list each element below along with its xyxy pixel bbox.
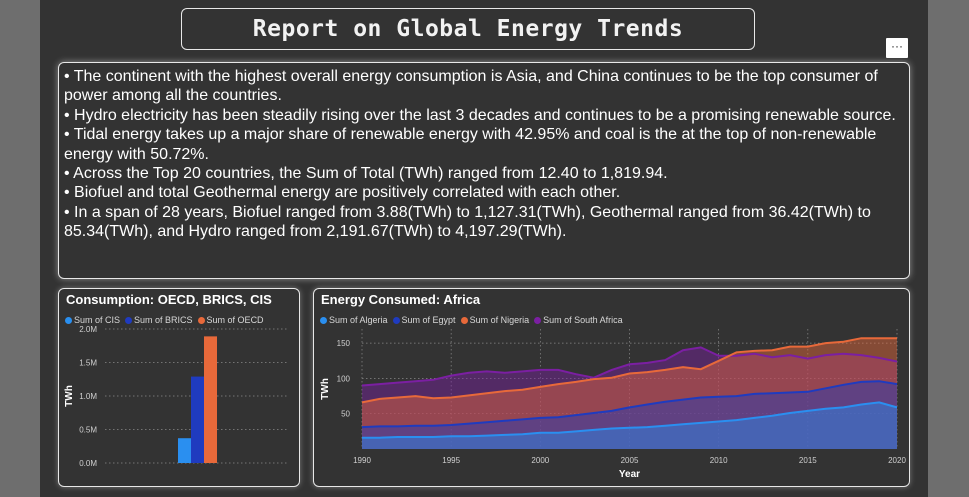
chart-title: Consumption: OECD, BRICS, CIS bbox=[66, 292, 272, 307]
insights-text-box: • The continent with the highest overall… bbox=[58, 62, 910, 279]
consumption-chart-panel: Consumption: OECD, BRICS, CIS Sum of CIS… bbox=[58, 288, 300, 487]
series-line bbox=[362, 401, 898, 439]
x-tick-label: 2000 bbox=[531, 456, 549, 465]
y-axis-label: TWh bbox=[320, 378, 331, 400]
insight-bullet: • Tidal energy takes up a major share of… bbox=[64, 126, 877, 163]
x-tick-label: 1990 bbox=[353, 456, 371, 465]
bar bbox=[191, 376, 204, 463]
legend-item[interactable]: Sum of Algeria bbox=[320, 315, 388, 325]
area-chart-plot: 50 100 150 1990 1995 2000 2005 2010 2015 2020 Year… bbox=[320, 329, 906, 480]
legend-dot-icon bbox=[65, 316, 72, 324]
insight-bullet: • Across the Top 20 countries, the Sum o… bbox=[64, 165, 668, 183]
series-line bbox=[361, 337, 897, 404]
y-tick-label: 1.5M bbox=[79, 359, 97, 368]
bar bbox=[178, 438, 191, 463]
x-tick-label: 1995 bbox=[442, 456, 460, 465]
legend-label: Sum of Egypt bbox=[401, 315, 456, 325]
x-tick-label: 2015 bbox=[799, 456, 817, 465]
series-line bbox=[361, 380, 898, 429]
insight-bullet: • Hydro electricity has been steadily ri… bbox=[64, 106, 896, 124]
legend-item[interactable]: Sum of Egypt bbox=[392, 315, 456, 325]
y-axis-label: TWh bbox=[64, 385, 75, 407]
bar-chart-plot: 0.0M 0.5M 1.0M 1.5M 2.0M TWh bbox=[64, 325, 288, 468]
y-tick-label: 1.0M bbox=[79, 392, 97, 401]
bar bbox=[204, 336, 217, 463]
legend-dot-icon bbox=[320, 316, 327, 324]
legend-label: Sum of Nigeria bbox=[469, 315, 530, 325]
legend-item[interactable]: Sum of BRICS bbox=[125, 315, 193, 325]
insight-bullet: • The continent with the highest overall… bbox=[64, 68, 878, 105]
y-tick-label: 0.5M bbox=[79, 426, 97, 435]
legend-item[interactable]: Sum of Nigeria bbox=[460, 315, 530, 325]
x-tick-label: 2020 bbox=[888, 456, 906, 465]
legend-label: Sum of Algeria bbox=[329, 315, 388, 325]
series-area bbox=[362, 381, 897, 449]
legend-dot-icon bbox=[197, 316, 205, 324]
legend-label: Sum of CIS bbox=[74, 315, 121, 325]
insight-bullet: • Biofuel and total Geothermal energy ar… bbox=[64, 184, 621, 202]
x-axis-label: Year bbox=[619, 469, 640, 480]
chart-legend: Sum of CIS Sum of BRICS Sum of OECD bbox=[65, 315, 264, 325]
page-title: Report on Global Energy Trends bbox=[252, 16, 684, 42]
legend-label: Sum of OECD bbox=[206, 315, 264, 325]
legend-dot-icon bbox=[125, 316, 133, 324]
legend-item[interactable]: Sum of South Africa bbox=[534, 315, 623, 325]
x-tick-label: 2010 bbox=[710, 456, 728, 465]
y-tick-label: 100 bbox=[337, 374, 351, 383]
legend-item[interactable]: Sum of CIS bbox=[65, 315, 120, 325]
title-box: Report on Global Energy Trends bbox=[181, 8, 755, 50]
legend-label: Sum of South Africa bbox=[543, 315, 623, 325]
y-tick-label: 50 bbox=[341, 410, 350, 419]
y-tick-label: 150 bbox=[337, 339, 351, 348]
series-area bbox=[362, 402, 897, 449]
x-tick-label: 2005 bbox=[621, 456, 639, 465]
legend-item[interactable]: Sum of OECD bbox=[197, 315, 264, 325]
chart-title: Energy Consumed: Africa bbox=[321, 292, 481, 307]
y-tick-label: 2.0M bbox=[79, 325, 97, 334]
legend-dot-icon bbox=[460, 316, 468, 324]
report-canvas: Report on Global Energy Trends ··· • The… bbox=[40, 0, 928, 497]
legend-label: Sum of BRICS bbox=[134, 315, 193, 325]
legend-dot-icon bbox=[534, 316, 542, 324]
series-line bbox=[361, 346, 898, 387]
more-options-button[interactable]: ··· bbox=[886, 38, 908, 58]
legend-dot-icon bbox=[392, 316, 400, 324]
chart-legend: Sum of Algeria Sum of Egypt Sum of Niger… bbox=[320, 315, 623, 325]
y-tick-label: 0.0M bbox=[79, 459, 97, 468]
insight-bullet: • In a span of 28 years, Biofuel ranged … bbox=[64, 203, 871, 241]
africa-chart-panel: Energy Consumed: Africa Sum of Algeria S… bbox=[313, 288, 910, 487]
